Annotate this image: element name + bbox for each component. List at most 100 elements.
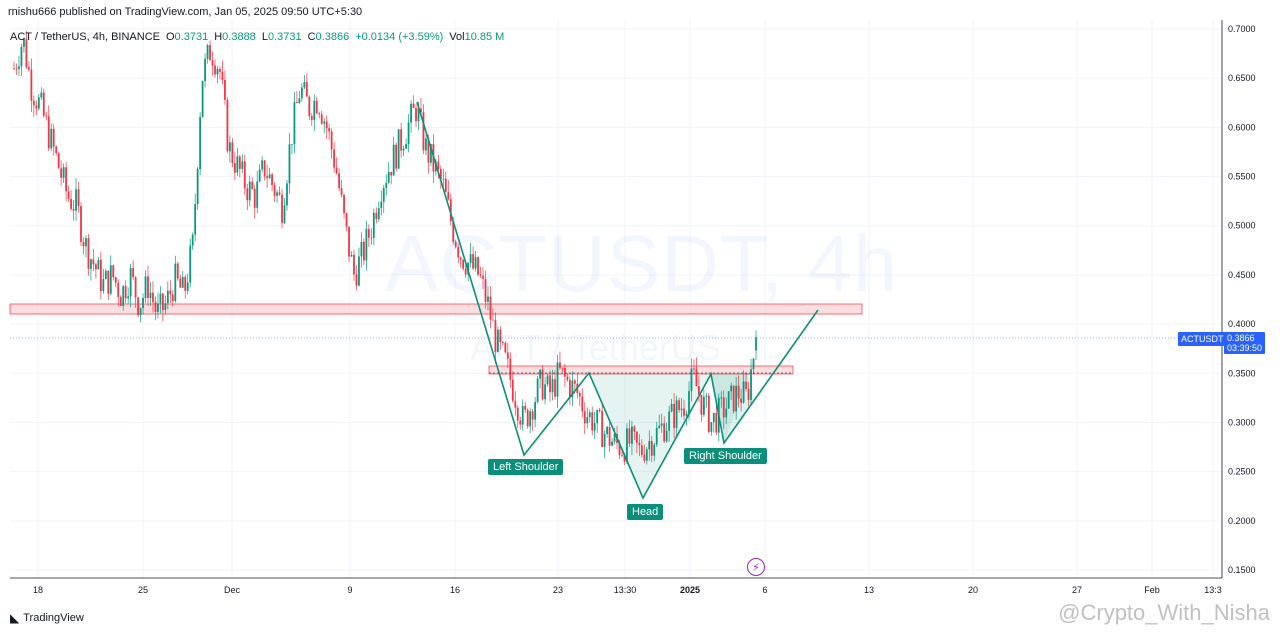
candle-body bbox=[747, 388, 750, 400]
candle-body bbox=[211, 60, 214, 66]
candle-body bbox=[375, 212, 378, 219]
candle-body bbox=[90, 259, 92, 269]
time-tick-label: 27 bbox=[1072, 585, 1082, 595]
candle-body bbox=[109, 265, 112, 294]
candle-body bbox=[536, 378, 539, 402]
candle-body bbox=[335, 167, 338, 174]
candle-body bbox=[214, 65, 216, 75]
candle-body bbox=[745, 381, 747, 389]
candle-body bbox=[631, 426, 633, 444]
candle-body bbox=[494, 319, 497, 352]
candle-body bbox=[479, 274, 482, 276]
candle-body bbox=[608, 426, 611, 446]
close-value: 0.3866 bbox=[315, 31, 350, 43]
candle-body bbox=[707, 395, 710, 432]
candle-body bbox=[655, 427, 658, 445]
candle-body bbox=[566, 376, 569, 380]
left-shoulder-label: Left Shoulder bbox=[488, 459, 564, 475]
candle-body bbox=[238, 156, 241, 169]
candle-body bbox=[367, 228, 370, 238]
candle-body bbox=[392, 144, 395, 176]
candle-body bbox=[730, 385, 733, 392]
candle-body bbox=[611, 441, 613, 446]
candle-body bbox=[568, 379, 571, 398]
candle-body bbox=[430, 144, 432, 163]
candle-body bbox=[526, 409, 529, 427]
candle-body bbox=[380, 201, 383, 209]
candle-body bbox=[263, 160, 266, 177]
candle-body bbox=[439, 168, 442, 180]
candle-body bbox=[293, 102, 296, 145]
candle-body bbox=[509, 358, 512, 380]
candle-body bbox=[685, 413, 688, 416]
candle-body bbox=[469, 254, 472, 263]
price-tick-label: 0.5500 bbox=[1228, 172, 1256, 182]
time-tick-label: 23 bbox=[553, 585, 563, 595]
candle-body bbox=[556, 362, 559, 397]
candle-body bbox=[405, 144, 407, 149]
candle-body bbox=[700, 394, 703, 415]
price-tick-label: 0.3000 bbox=[1228, 417, 1256, 427]
candle-body bbox=[511, 379, 514, 401]
candle-body bbox=[457, 246, 460, 258]
candle-body bbox=[117, 282, 120, 298]
candle-body bbox=[276, 192, 278, 196]
candle-body bbox=[506, 352, 509, 359]
candle-body bbox=[243, 161, 246, 189]
candle-body bbox=[114, 277, 117, 283]
lightning-icon[interactable]: ⚡ bbox=[747, 558, 765, 576]
candle-body bbox=[231, 142, 234, 164]
candle-body bbox=[710, 422, 713, 432]
candle-body bbox=[541, 369, 544, 400]
low-value: 0.3731 bbox=[267, 31, 302, 43]
candle-body bbox=[752, 358, 755, 370]
candle-body bbox=[328, 128, 331, 132]
candle-body bbox=[256, 181, 259, 208]
price-axis[interactable]: 0.7000 0.6500 0.6000 0.5500 0.5000 0.4500 0.40… bbox=[1228, 24, 1256, 575]
candle-body bbox=[695, 369, 698, 387]
candle-body bbox=[363, 241, 365, 261]
high-key: H bbox=[214, 31, 223, 43]
time-tick-label: 13:3 bbox=[1204, 585, 1222, 595]
tradingview-logo[interactable]: ◣ TradingView bbox=[10, 611, 84, 625]
candle-body bbox=[698, 386, 700, 395]
candle-body bbox=[278, 192, 281, 195]
author-watermark: @Crypto_With_Nisha bbox=[1058, 600, 1270, 625]
candle-body bbox=[298, 98, 301, 104]
candle-body bbox=[291, 144, 293, 146]
candle-body bbox=[678, 400, 680, 411]
candle-body bbox=[633, 426, 636, 432]
candle-body bbox=[484, 278, 487, 302]
candle-body bbox=[315, 100, 318, 114]
candle-body bbox=[261, 160, 264, 170]
candle-body bbox=[338, 173, 340, 189]
candle-body bbox=[94, 264, 97, 270]
candle-body bbox=[489, 296, 492, 320]
candle-body bbox=[253, 188, 256, 208]
symbol-title[interactable]: ACT / TetherUS, 4h, BINANCE bbox=[10, 31, 160, 43]
candle-body bbox=[712, 412, 715, 423]
candle-body bbox=[15, 68, 18, 70]
candle-body bbox=[166, 290, 169, 304]
candle-body bbox=[45, 115, 48, 117]
candle-body bbox=[355, 274, 358, 286]
candle-body bbox=[191, 234, 194, 246]
candle-body bbox=[529, 411, 532, 427]
candle-body bbox=[35, 105, 38, 109]
candle-body bbox=[561, 367, 564, 369]
candle-body bbox=[171, 294, 174, 302]
candle-body bbox=[343, 194, 345, 214]
candle-body bbox=[258, 169, 261, 182]
head-label: Head bbox=[627, 504, 664, 520]
candle-body bbox=[199, 116, 202, 170]
ticker-price-tag: ACTUSDT bbox=[1178, 332, 1227, 346]
candle-body bbox=[181, 276, 184, 288]
candle-body bbox=[472, 254, 474, 269]
candle-body bbox=[635, 431, 638, 443]
candle-body bbox=[271, 174, 273, 186]
candle-body bbox=[546, 375, 549, 385]
time-axis[interactable]: 18 25 Dec 9 16 23 13:30 2025 6 13 20 27 Feb 13:3 bbox=[33, 585, 1222, 595]
candle-body bbox=[360, 241, 363, 257]
candle-body bbox=[32, 100, 35, 106]
